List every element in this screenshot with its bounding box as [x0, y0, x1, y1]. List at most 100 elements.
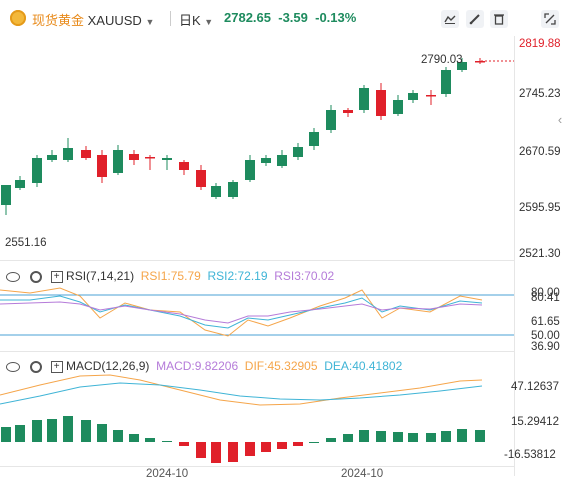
candle-body [393, 100, 403, 114]
candle-body [408, 93, 418, 100]
price-label-top: 2819.88 [519, 38, 561, 50]
x-axis-label: 2024-10 [146, 468, 189, 480]
macd-histogram-bar [81, 420, 91, 442]
candle-body [326, 110, 336, 130]
candle-body [245, 160, 255, 180]
macd-histogram-bar [211, 442, 221, 463]
macd-histogram-bar [475, 430, 485, 442]
rsi-level-label: 36.90 [531, 341, 560, 353]
fullscreen-icon[interactable] [541, 10, 559, 28]
candle-body [15, 180, 25, 188]
macd-value: MACD:9.82206 [156, 359, 239, 373]
macd-histogram-bar [113, 430, 123, 442]
price-label: 2521.30 [519, 248, 561, 260]
macd-histogram-bar [408, 433, 418, 442]
macd-histogram-bar [15, 425, 25, 442]
draw-icon[interactable] [466, 10, 484, 28]
macd-histogram-bar [261, 442, 271, 452]
macd-histogram-bar [277, 442, 287, 449]
macd-histogram-bar [343, 434, 353, 442]
macd-histogram-bar [129, 434, 139, 442]
candle-body [309, 132, 319, 146]
dif-line [0, 374, 483, 406]
candle-body [32, 158, 42, 183]
candle-body [277, 155, 287, 166]
rsi-ref-bottom-label: 50.00 [531, 330, 560, 342]
main-chart[interactable] [0, 36, 514, 260]
macd-histogram-bar [309, 442, 319, 443]
macd-level-label: -16.53812 [504, 449, 556, 461]
macd-histogram-bar [145, 438, 155, 442]
dea-line [0, 382, 483, 405]
candle-body [441, 70, 451, 94]
rsi2-value: RSI2:72.19 [207, 269, 268, 283]
price-label: 2595.95 [519, 202, 561, 214]
macd-title: MACD(12,26,9) [66, 359, 150, 373]
macd-histogram-bar [326, 438, 336, 442]
candle-body [359, 88, 369, 110]
candle-body [228, 182, 238, 197]
eye-icon[interactable] [6, 271, 20, 282]
candle-body [162, 158, 172, 160]
candle-body [376, 90, 386, 116]
toolbar-divider [170, 11, 171, 26]
macd-histogram-bar [457, 429, 467, 442]
macd-histogram-bar [441, 431, 451, 442]
macd-histogram-bar [63, 416, 73, 442]
pattern-icon[interactable] [441, 10, 459, 28]
macd-histogram-bar [162, 441, 172, 442]
candle-body [457, 62, 467, 70]
price-axis-divider [514, 36, 515, 476]
candle-body [81, 150, 91, 158]
rsi-header: + RSI(7,14,21) RSI1:75.79 RSI2:72.19 RSI… [6, 269, 334, 283]
timeframe-selector[interactable]: 日K ▼ [179, 10, 213, 29]
candle-body [63, 148, 73, 160]
dif-value: DIF:45.32905 [244, 359, 318, 373]
macd-histogram-bar [376, 431, 386, 442]
sidebar-expand-button[interactable]: ‹ [553, 110, 567, 128]
macd-histogram-bar [32, 420, 42, 442]
eye-icon[interactable] [6, 361, 20, 372]
candle-body [261, 158, 271, 163]
candle-body [211, 186, 221, 197]
rsi-level-label: 80.41 [531, 292, 560, 304]
macd-chart [0, 374, 485, 463]
macd-panel[interactable] [0, 374, 514, 466]
rsi-ref-top-label: 80.00 [531, 287, 560, 299]
candlestick-chart [1, 58, 514, 215]
macd-histogram-bar [97, 424, 107, 442]
rsi2-line [0, 295, 483, 329]
gear-icon[interactable] [30, 270, 43, 283]
price-change-pct: -0.13% [315, 10, 357, 25]
timeframe-label: 日K [179, 13, 201, 28]
delete-icon[interactable] [490, 10, 508, 28]
macd-histogram-bar [393, 432, 403, 442]
add-icon[interactable]: + [50, 270, 63, 283]
candle-body [97, 155, 107, 177]
candle-body [47, 155, 57, 160]
symbol-name: 现货黄金 [32, 13, 85, 28]
rsi-level-label: 61.65 [531, 316, 560, 328]
macd-histogram-bar [293, 442, 303, 446]
macd-histogram-bar [196, 442, 206, 458]
macd-histogram-bar [245, 442, 255, 456]
candle-body [475, 61, 485, 63]
toolbar: 现货黄金 XAUUSD ▼ 日K ▼ 2782.65 -3.59 -0.13% [0, 0, 569, 36]
symbol-selector[interactable]: 现货黄金 XAUUSD ▼ [32, 10, 154, 29]
x-axis-label: 2024-10 [341, 468, 384, 480]
chevron-left-icon: ‹ [557, 111, 563, 127]
chevron-down-icon: ▼ [204, 17, 214, 27]
rsi-panel[interactable] [0, 284, 514, 350]
macd-level-label: 47.12637 [511, 381, 559, 393]
macd-histogram-bar [1, 427, 11, 442]
macd-histogram-bar [47, 419, 57, 442]
price-label: 2745.23 [519, 88, 561, 100]
last-price: 2782.65 [224, 10, 271, 25]
candle-body [293, 147, 303, 157]
candle-body [113, 150, 123, 173]
macd-histogram-bar [179, 442, 189, 446]
candle-body [196, 170, 206, 187]
gear-icon[interactable] [30, 360, 43, 373]
candle-body [129, 154, 139, 160]
add-icon[interactable]: + [50, 360, 63, 373]
